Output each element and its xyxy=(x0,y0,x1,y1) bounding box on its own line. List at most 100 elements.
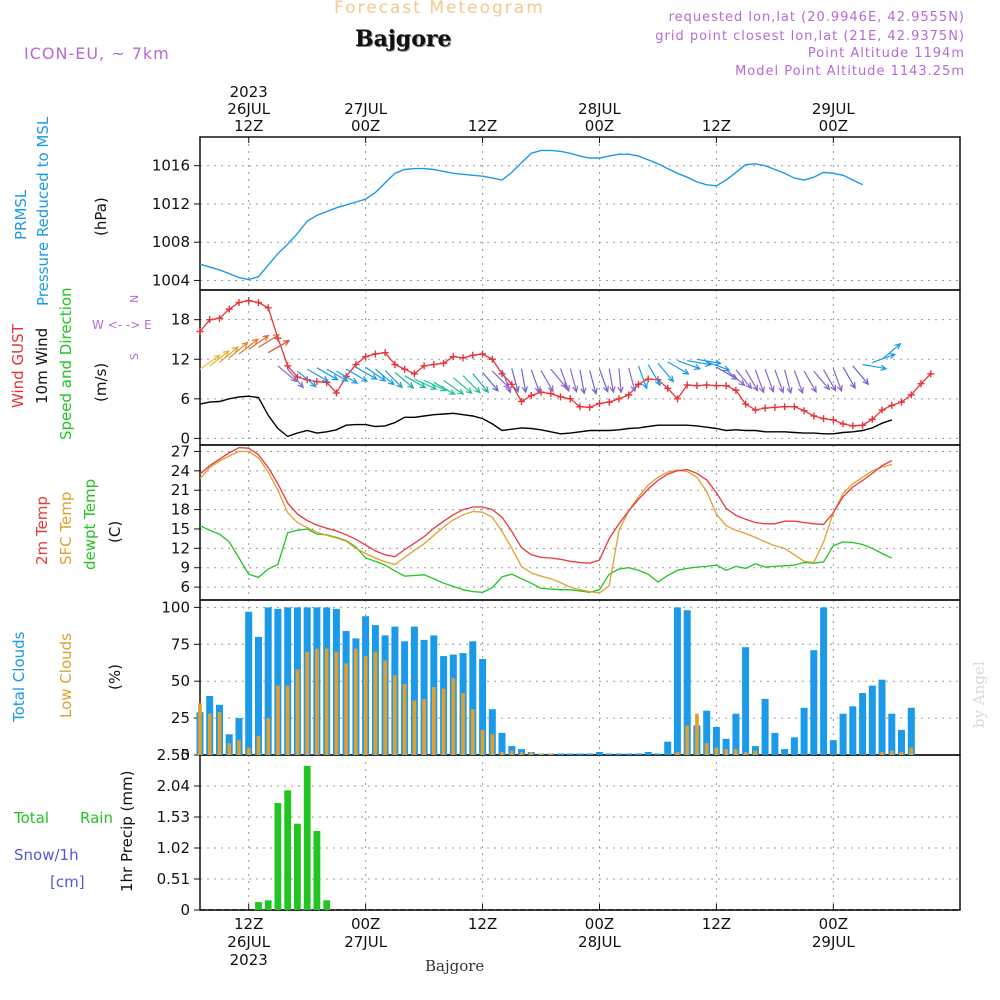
wind-direction-arrow xyxy=(696,358,722,366)
gust-point-marker xyxy=(878,406,886,414)
total-cloud-bar xyxy=(635,753,642,755)
gust-point-marker xyxy=(459,354,467,362)
gust-point-marker xyxy=(761,404,769,412)
ytick-label-temperature: 24 xyxy=(171,462,190,480)
low-cloud-bar xyxy=(675,752,680,755)
low-cloud-bar xyxy=(354,648,358,755)
low-cloud-bar xyxy=(276,685,280,755)
low-cloud-bar xyxy=(295,669,300,755)
wind-direction-arrow xyxy=(667,361,690,375)
total-cloud-bar xyxy=(839,713,847,755)
gust-point-marker xyxy=(410,370,418,378)
gust-point-marker xyxy=(800,407,808,415)
wind-direction-arrow xyxy=(754,369,765,394)
ytick-label-wind: 12 xyxy=(171,350,190,368)
wind-direction-arrow xyxy=(452,377,473,395)
gust-point-marker xyxy=(215,314,223,322)
info-point-altitude: Point Altitude 1194m xyxy=(807,46,965,61)
low-cloud-bar xyxy=(539,753,543,755)
wind-direction-arrow xyxy=(823,369,837,392)
low-cloud-bar xyxy=(704,743,709,755)
wind-direction-arrow xyxy=(598,368,609,394)
total-cloud-bar xyxy=(878,679,886,755)
wind-direction-arrow xyxy=(511,368,520,394)
total-cloud-bar xyxy=(625,753,633,755)
ytick-label-wind: 6 xyxy=(180,390,190,408)
ytick-label-clouds: 0 xyxy=(180,746,190,764)
bottom-time-label: 00Z xyxy=(351,915,380,933)
total-cloud-bar xyxy=(751,746,759,755)
ytick-label-pressure: 1004 xyxy=(152,271,190,289)
wind-direction-arrow xyxy=(394,371,415,389)
top-time-label: 00Z xyxy=(351,117,380,135)
low-cloud-bar xyxy=(227,743,232,755)
low-cloud-bar xyxy=(909,747,914,755)
precip-total-label: Total xyxy=(14,809,50,827)
total-cloud-bar xyxy=(508,746,516,755)
wind-direction-arrow xyxy=(579,369,587,395)
gust-point-marker xyxy=(781,403,789,411)
total-cloud-bar xyxy=(790,737,798,755)
gust-point-marker xyxy=(225,305,233,313)
gust-point-marker xyxy=(849,422,857,430)
wind-direction-arrow xyxy=(745,369,759,392)
wind-direction-arrow xyxy=(199,354,221,370)
gust-point-marker xyxy=(245,297,253,305)
total-cloud-bar xyxy=(712,727,720,755)
ytick-label-pressure: 1016 xyxy=(152,157,190,175)
wind-direction-arrow xyxy=(774,369,785,394)
low-cloud-bar xyxy=(490,734,495,755)
top-time-label: 00Z xyxy=(819,117,848,135)
gust-point-marker xyxy=(742,400,750,408)
sfc-temp-series-line xyxy=(199,450,892,594)
gust-point-marker xyxy=(810,412,818,420)
low-cloud-bar xyxy=(548,753,553,755)
total-cloud-bar xyxy=(654,753,662,755)
low-cloud-bar xyxy=(529,752,534,755)
wind-direction-arrow xyxy=(550,368,568,389)
total-cloud-bar xyxy=(829,740,837,755)
total-cloud-bar xyxy=(868,685,876,755)
total-cloud-bar xyxy=(761,698,769,755)
total-cloud-bar xyxy=(420,639,428,755)
low-cloud-bar xyxy=(500,752,504,755)
total-cloud-bar xyxy=(264,607,272,755)
gust-point-marker xyxy=(927,370,935,378)
low-cloud-bar xyxy=(412,700,417,755)
wind-direction-arrow xyxy=(472,373,490,394)
ytick-label-clouds: 25 xyxy=(171,709,190,727)
gust-point-marker xyxy=(254,299,262,307)
low-cloud-bar xyxy=(889,750,894,755)
ytick-label-precipitation: 0 xyxy=(180,901,190,919)
top-time-label: 12Z xyxy=(234,117,263,135)
bottom-time-label: 12Z xyxy=(702,915,731,933)
low-cloud-bar xyxy=(285,685,290,755)
gust-point-marker xyxy=(430,361,438,369)
dewpoint-series-line xyxy=(199,525,893,593)
precip-snow-unit: [cm] xyxy=(50,873,85,891)
ytick-label-precipitation: 0.51 xyxy=(157,870,190,888)
low-cloud-bar xyxy=(724,749,728,755)
wind-direction-arrow xyxy=(306,368,330,382)
low-cloud-bar xyxy=(432,687,436,755)
low-cloud-bar xyxy=(393,675,397,755)
total-cloud-bar xyxy=(771,732,779,755)
total-cloud-bar xyxy=(664,741,672,755)
ytick-label-clouds: 100 xyxy=(161,598,190,616)
wind-direction-arrow xyxy=(657,362,675,383)
gust-point-marker xyxy=(440,359,448,367)
gust-point-marker xyxy=(401,365,409,373)
gust-point-marker xyxy=(196,328,204,336)
gust-point-marker xyxy=(712,382,720,390)
total-cloud-bar xyxy=(683,610,691,755)
wind-direction-arrow xyxy=(375,368,395,386)
total-cloud-bar xyxy=(274,608,282,755)
panel-frame-pressure xyxy=(199,136,961,291)
gust-point-marker xyxy=(859,421,867,429)
gust-point-marker xyxy=(917,380,925,388)
wind-direction-arrow xyxy=(628,367,637,393)
total-cloud-bar xyxy=(742,647,750,755)
ytick-label-clouds: 75 xyxy=(171,635,190,653)
wind-direction-arrow xyxy=(647,364,661,387)
total-cloud-bar xyxy=(498,732,506,755)
